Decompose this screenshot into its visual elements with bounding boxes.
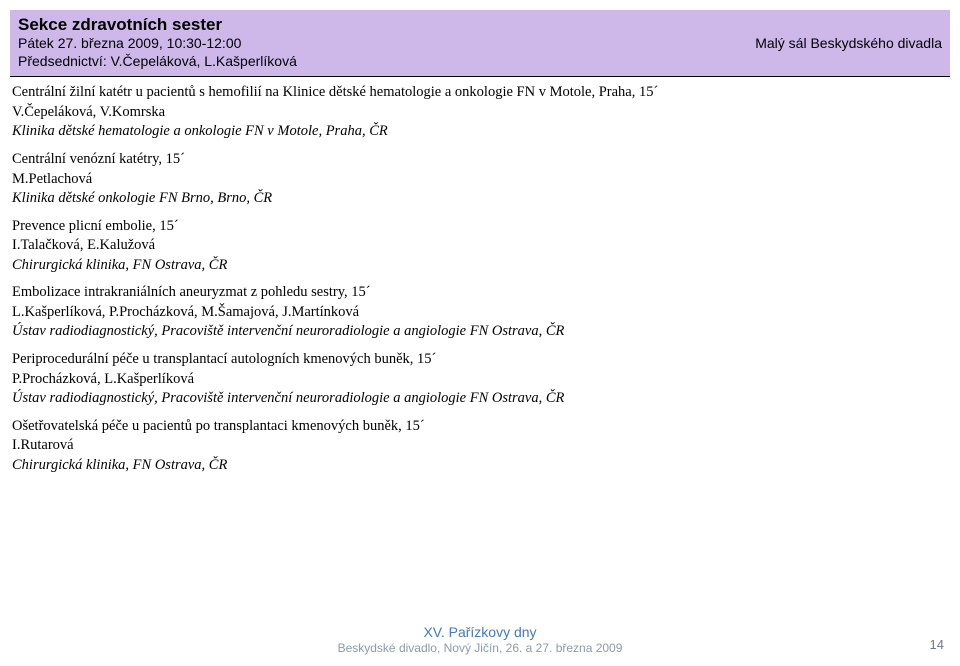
talk-authors: L.Kašperlíková, P.Procházková, M.Šamajov…	[12, 303, 948, 323]
talk-item: Prevence plicní embolie, 15´ I.Talačková…	[12, 217, 948, 276]
talk-affil: Klinika dětské hematologie a onkologie F…	[12, 122, 948, 142]
talk-title: Centrální venózní katétry, 15´	[12, 150, 948, 170]
talk-affil: Chirurgická klinika, FN Ostrava, ČR	[12, 456, 948, 476]
session-location: Malý sál Beskydského divadla	[755, 35, 942, 53]
talk-affil: Ústav radiodiagnostický, Pracoviště inte…	[12, 389, 948, 409]
talk-title: Embolizace intrakraniálních aneuryzmat z…	[12, 283, 948, 303]
talk-title: Ošetřovatelská péče u pacientů po transp…	[12, 417, 948, 437]
page-number: 14	[930, 637, 944, 652]
session-datetime: Pátek 27. března 2009, 10:30-12:00	[18, 35, 241, 53]
talk-title: Centrální žilní katétr u pacientů s hemo…	[12, 83, 948, 103]
page-container: Sekce zdravotních sester Pátek 27. březn…	[0, 0, 960, 666]
footer-title: XV. Pařízkovy dny	[0, 624, 960, 642]
talk-title: Prevence plicní embolie, 15´	[12, 217, 948, 237]
talk-affil: Ústav radiodiagnostický, Pracoviště inte…	[12, 322, 948, 342]
talk-item: Embolizace intrakraniálních aneuryzmat z…	[12, 283, 948, 342]
section-title: Sekce zdravotních sester	[18, 14, 942, 35]
talk-authors: I.Rutarová	[12, 436, 948, 456]
talk-authors: V.Čepeláková, V.Komrska	[12, 103, 948, 123]
talk-affil: Chirurgická klinika, FN Ostrava, ČR	[12, 256, 948, 276]
talk-item: Ošetřovatelská péče u pacientů po transp…	[12, 417, 948, 476]
talk-item: Periprocedurální péče u transplantací au…	[12, 350, 948, 409]
session-header: Sekce zdravotních sester Pátek 27. březn…	[10, 10, 950, 76]
talk-item: Centrální žilní katétr u pacientů s hemo…	[12, 83, 948, 142]
talk-authors: P.Procházková, L.Kašperlíková	[12, 370, 948, 390]
talk-title: Periprocedurální péče u transplantací au…	[12, 350, 948, 370]
talk-authors: M.Petlachová	[12, 170, 948, 190]
talk-authors: I.Talačková, E.Kalužová	[12, 236, 948, 256]
footer-subtitle: Beskydské divadlo, Nový Jičín, 26. a 27.…	[0, 641, 960, 656]
talk-list: Centrální žilní katétr u pacientů s hemo…	[10, 77, 950, 475]
session-chairs: Předsednictví: V.Čepeláková, L.Kašperlík…	[18, 53, 942, 71]
talk-affil: Klinika dětské onkologie FN Brno, Brno, …	[12, 189, 948, 209]
talk-item: Centrální venózní katétry, 15´ M.Petlach…	[12, 150, 948, 209]
header-row: Pátek 27. března 2009, 10:30-12:00 Malý …	[18, 35, 942, 53]
page-footer: XV. Pařízkovy dny Beskydské divadlo, Nov…	[0, 624, 960, 657]
